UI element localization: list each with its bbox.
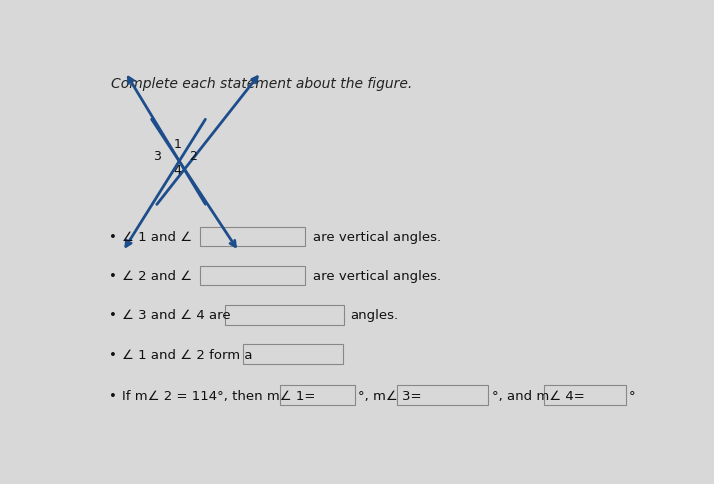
Text: Complete each statement about the figure.: Complete each statement about the figure…: [111, 77, 413, 91]
Text: °, and m∠ 4=: °, and m∠ 4=: [491, 389, 584, 402]
Text: are vertical angles.: are vertical angles.: [313, 270, 441, 283]
Text: are vertical angles.: are vertical angles.: [313, 230, 441, 243]
Text: 4: 4: [174, 164, 182, 177]
Text: ∠ 2 and ∠: ∠ 2 and ∠: [123, 270, 193, 283]
Text: ∠ 1 and ∠ 2 form a: ∠ 1 and ∠ 2 form a: [123, 348, 253, 361]
FancyBboxPatch shape: [200, 266, 305, 286]
FancyBboxPatch shape: [397, 386, 488, 405]
FancyBboxPatch shape: [280, 386, 355, 405]
Text: •: •: [109, 389, 116, 402]
Text: If m∠ 2 = 114°, then m∠ 1=: If m∠ 2 = 114°, then m∠ 1=: [123, 389, 316, 402]
FancyBboxPatch shape: [544, 386, 626, 405]
Text: ∠ 3 and ∠ 4 are: ∠ 3 and ∠ 4 are: [123, 309, 231, 322]
FancyBboxPatch shape: [243, 345, 343, 364]
Text: •: •: [109, 270, 116, 283]
Text: 3: 3: [153, 149, 161, 162]
Text: angles.: angles.: [351, 309, 398, 322]
Text: •: •: [109, 230, 116, 243]
FancyBboxPatch shape: [225, 305, 344, 325]
Text: °, m∠ 3=: °, m∠ 3=: [358, 389, 421, 402]
Text: •: •: [109, 348, 116, 361]
Text: 1: 1: [174, 138, 182, 151]
Text: •: •: [109, 309, 116, 322]
Text: ∠ 1 and ∠: ∠ 1 and ∠: [123, 230, 193, 243]
Text: 2: 2: [189, 149, 197, 162]
Text: °: °: [629, 389, 635, 402]
FancyBboxPatch shape: [200, 227, 305, 247]
